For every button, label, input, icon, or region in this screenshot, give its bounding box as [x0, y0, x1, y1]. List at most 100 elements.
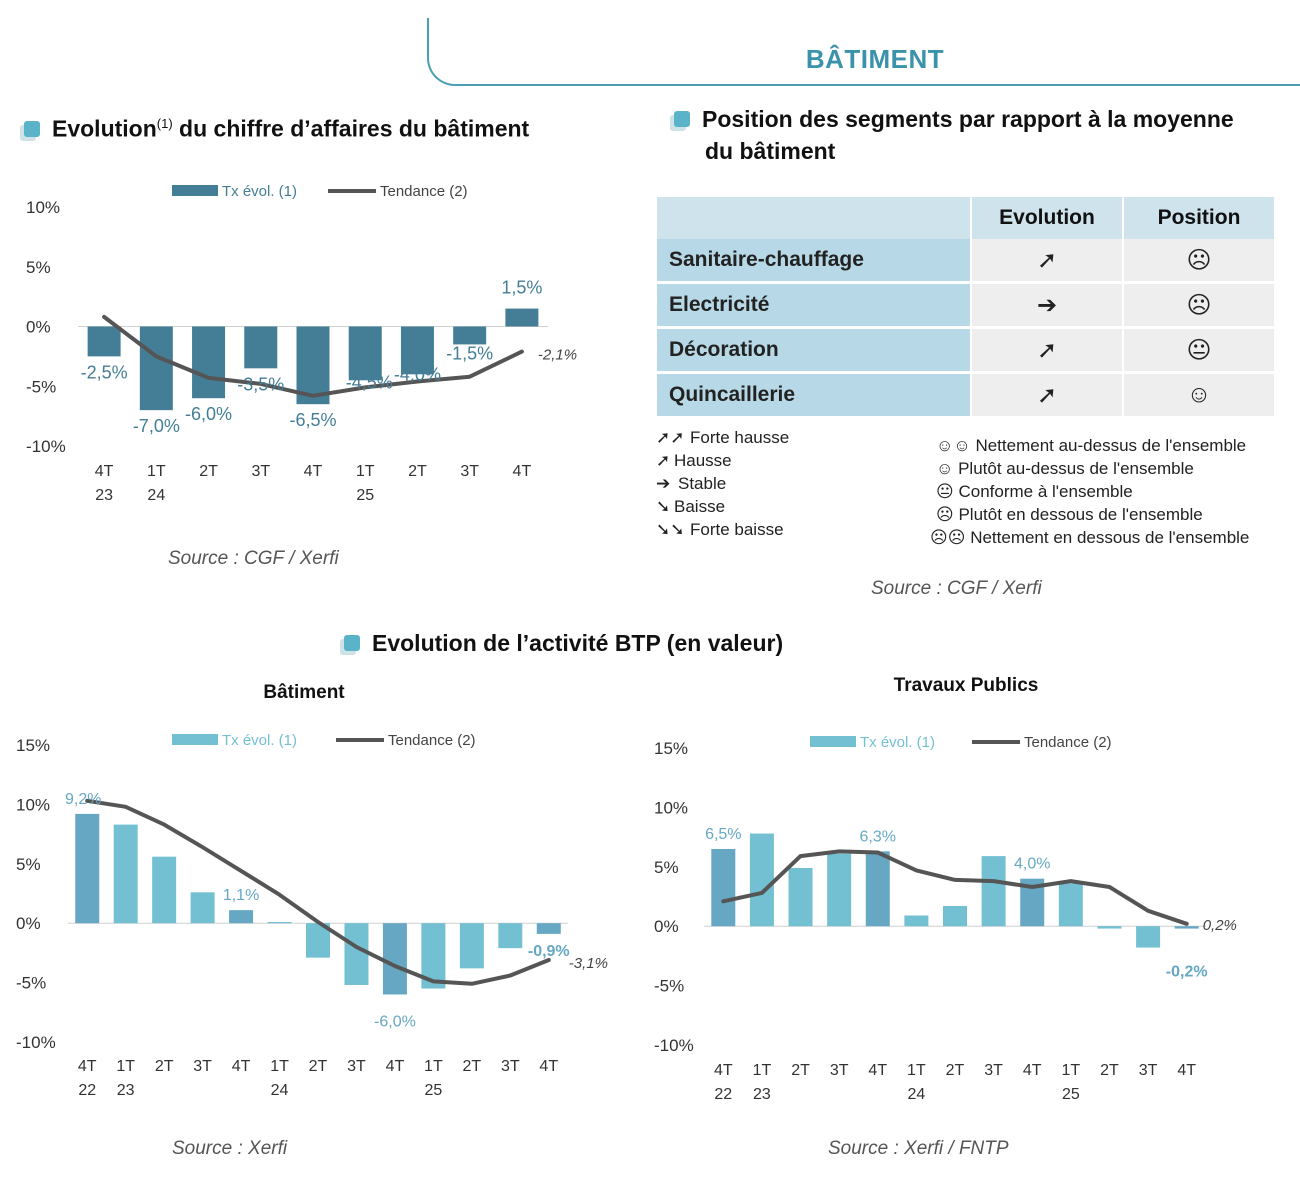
- smiley-icon: ☹: [1124, 239, 1276, 284]
- evolution-legend: ➚➚ Forte hausse ➚ Hausse ➔ Stable ➘ Baisse ➘…: [656, 426, 789, 541]
- x-tick-label: 3T: [251, 463, 270, 480]
- x-tick-label: 1T: [270, 1058, 289, 1075]
- legend-item: ➘➘ Forte baisse: [656, 518, 789, 541]
- y-tick-label: -5%: [26, 377, 56, 396]
- x-tick-label: 25: [356, 487, 374, 504]
- bar: [1136, 926, 1161, 948]
- legend-label: Tx évol. (1): [222, 732, 297, 749]
- bar: [943, 906, 967, 927]
- arrow-icon: ➘: [656, 497, 671, 516]
- x-tick-label: 24: [271, 1082, 289, 1099]
- smiley-icon: ☺☺: [936, 436, 971, 455]
- bar: [113, 824, 138, 924]
- trend-end-label: -2,1%: [538, 347, 577, 364]
- bar: [536, 923, 561, 934]
- x-tick-label: 4T: [1177, 1062, 1196, 1079]
- bar: [1058, 883, 1083, 927]
- legend-label: Plutôt au-dessus de l'ensemble: [958, 459, 1194, 478]
- bar: [296, 326, 330, 405]
- arrow-icon: ➚➚: [656, 428, 685, 447]
- y-tick-label: -5%: [16, 974, 46, 993]
- table-header-position: Position: [1124, 197, 1276, 239]
- x-tick-label: 22: [714, 1086, 732, 1103]
- y-tick-label: 15%: [654, 739, 688, 758]
- x-tick-label: 2T: [1100, 1062, 1119, 1079]
- bullet-icon: [674, 111, 690, 127]
- data-label: -0,9%: [528, 943, 570, 960]
- x-tick-label: 1T: [753, 1062, 772, 1079]
- smiley-icon: 😐: [936, 482, 954, 501]
- legend-item: ☺ Plutôt au-dessus de l'ensemble: [930, 457, 1249, 480]
- trend-line: [721, 849, 1189, 926]
- data-label: 1,5%: [501, 278, 542, 298]
- x-tick-label: 3T: [984, 1062, 1003, 1079]
- table-header-row: Evolution Position: [657, 197, 1276, 239]
- segment-name: Décoration: [657, 329, 972, 374]
- x-tick-label: 1T: [116, 1058, 135, 1075]
- bullet-icon: [24, 120, 40, 137]
- x-tick-label: 1T: [147, 463, 166, 480]
- legend-bar-swatch: [172, 734, 218, 745]
- segment-name: Sanitaire-chauffage: [657, 239, 972, 284]
- trend-end-label: 0,2%: [1203, 917, 1237, 934]
- table-header-empty: [657, 197, 972, 239]
- data-label: -2,5%: [81, 362, 128, 382]
- bar: [981, 856, 1006, 927]
- legend-label: Tx évol. (1): [222, 183, 297, 200]
- x-tick-label: 3T: [193, 1058, 212, 1075]
- section1-title: Evolution(1) du chiffre d’affaires du bâ…: [24, 108, 529, 145]
- x-tick-label: 24: [907, 1086, 925, 1103]
- position-legend: ☺☺ Nettement au-dessus de l'ensemble ☺ P…: [930, 434, 1249, 549]
- y-tick-label: -10%: [26, 437, 66, 456]
- arrow-icon: ➘➘: [656, 520, 685, 539]
- x-tick-label: 3T: [501, 1058, 520, 1075]
- y-tick-label: 15%: [16, 736, 50, 755]
- y-tick-label: 10%: [26, 198, 60, 217]
- legend-label: Conforme à l'ensemble: [958, 482, 1133, 501]
- legend-label: Baisse: [674, 497, 726, 516]
- chart2-source: Source : Xerfi: [172, 1138, 288, 1159]
- y-tick-label: 0%: [654, 917, 679, 936]
- x-tick-label: 4T: [714, 1062, 733, 1079]
- arrow-icon: ➚: [972, 239, 1124, 284]
- bar: [1174, 926, 1199, 929]
- x-tick-label: 23: [95, 487, 113, 504]
- legend-label: Tendance (2): [388, 732, 476, 749]
- data-label: -6,0%: [374, 1013, 416, 1030]
- x-tick-label: 24: [147, 487, 165, 504]
- x-tick-label: 4T: [95, 463, 114, 480]
- chart3-title: Travaux Publics: [893, 675, 1039, 696]
- x-tick-label: 2T: [309, 1058, 328, 1075]
- segment-name: Quincaillerie: [657, 374, 972, 419]
- data-label: 6,3%: [860, 828, 896, 845]
- y-tick-label: 5%: [16, 855, 41, 874]
- section2-title: Position des segments par rapport à la m…: [674, 103, 1234, 167]
- legend-label: Tx évol. (1): [860, 734, 935, 751]
- trend-end-label: -3,1%: [569, 955, 608, 972]
- y-tick-label: 10%: [654, 798, 688, 817]
- bar: [498, 923, 523, 949]
- x-tick-label: 1T: [1062, 1062, 1081, 1079]
- x-tick-label: 23: [117, 1082, 135, 1099]
- bar: [348, 326, 382, 381]
- y-tick-label: 0%: [26, 318, 51, 337]
- bar: [244, 326, 278, 369]
- bar: [192, 326, 226, 399]
- table-row: Sanitaire-chauffage ➚ ☹: [657, 239, 1276, 284]
- bar: [459, 923, 484, 969]
- legend-label: Nettement en dessous de l'ensemble: [970, 528, 1250, 547]
- legend-label: Hausse: [674, 451, 732, 470]
- y-tick-label: -10%: [16, 1033, 56, 1052]
- legend-label: Tendance (2): [380, 183, 468, 200]
- legend-item: ➚ Hausse: [656, 449, 789, 472]
- table-row: Quincaillerie ➚ ☺: [657, 374, 1276, 419]
- chart-btp-travaux-publics: 15% 10% 5% 0% -5% -10% 6,5% 6,3% 4,0% -0,2% 0,2% 4T…: [654, 734, 1237, 1103]
- bar: [152, 856, 177, 924]
- legend-label: Forte hausse: [690, 428, 790, 447]
- section1-title-post: du chiffre d’affaires du bâtiment: [172, 115, 530, 142]
- smiley-icon: ☹: [1124, 284, 1276, 329]
- bar: [190, 892, 215, 924]
- x-tick-label: 22: [78, 1082, 96, 1099]
- x-tick-label: 23: [753, 1086, 771, 1103]
- chart2-title: Bâtiment: [263, 682, 345, 703]
